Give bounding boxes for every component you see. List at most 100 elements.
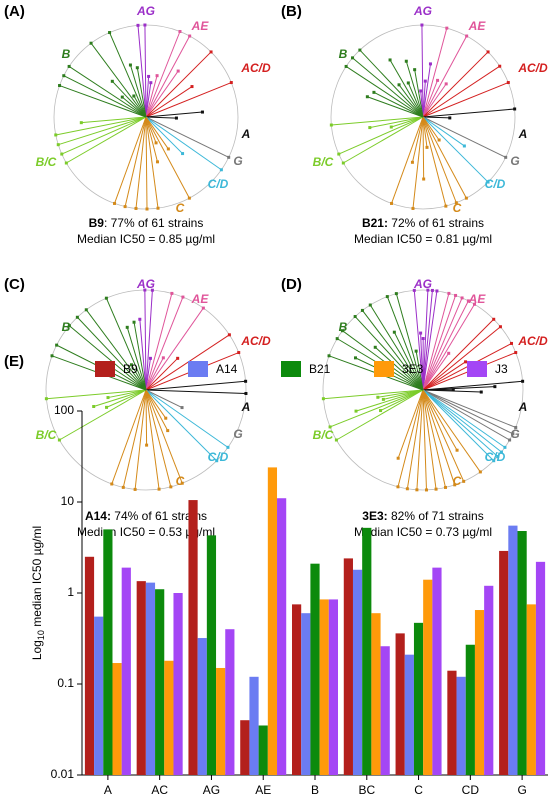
spoke-end <box>353 356 357 360</box>
spoke <box>422 389 482 393</box>
spoke <box>122 389 147 488</box>
spoke-end <box>227 333 231 337</box>
spoke <box>422 353 450 391</box>
spoke-end <box>462 144 466 148</box>
x-tick-label: AC <box>151 783 168 797</box>
spoke-end <box>187 196 191 200</box>
spoke <box>58 116 147 146</box>
spoke-end <box>437 138 441 142</box>
spoke-end <box>392 330 396 334</box>
spoke <box>415 351 424 391</box>
spoke-end <box>161 356 165 360</box>
spoke <box>81 116 147 124</box>
bar <box>535 561 546 775</box>
spoke-end <box>492 459 496 463</box>
spoke-end <box>169 485 173 489</box>
y-axis-label: Log10 median IC50 µg/ml <box>30 526 46 660</box>
spoke-end <box>368 303 372 307</box>
spoke-end <box>499 450 503 454</box>
bar <box>352 569 363 775</box>
spoke <box>145 389 169 431</box>
spoke-end <box>113 201 117 205</box>
spoke <box>422 35 468 118</box>
spoke-end <box>365 95 369 99</box>
spoke <box>145 116 148 209</box>
clade-label: G <box>233 427 242 441</box>
spoke <box>145 389 183 409</box>
clade-label: A <box>518 127 528 141</box>
bar <box>465 644 475 775</box>
spoke-end <box>58 84 62 88</box>
bar <box>240 720 250 775</box>
spoke <box>359 49 424 118</box>
spoke-end <box>188 34 192 38</box>
spoke-end <box>503 445 507 449</box>
spoke <box>422 116 457 203</box>
panel-label: (D) <box>281 276 302 293</box>
clade-label: AC/D <box>517 334 548 348</box>
spoke <box>145 389 229 448</box>
spoke <box>422 116 467 199</box>
bar <box>94 616 104 775</box>
spoke <box>145 116 169 150</box>
spoke <box>422 116 465 147</box>
spoke <box>59 85 147 118</box>
spoke-end <box>215 459 219 463</box>
spoke <box>145 389 246 394</box>
spoke-end <box>397 83 401 87</box>
spoke-end <box>181 295 185 299</box>
x-tick-label: BC <box>358 783 375 797</box>
spoke <box>145 116 158 162</box>
spoke-end <box>67 324 71 328</box>
clade-label: B <box>339 47 348 61</box>
spoke <box>380 389 424 412</box>
spoke-end <box>155 74 159 78</box>
spoke <box>422 290 429 391</box>
spoke-end <box>120 95 124 99</box>
bar <box>328 599 338 775</box>
spoke-end <box>64 161 68 165</box>
spoke <box>111 80 147 118</box>
clade-label: C <box>453 474 462 488</box>
x-tick-label: G <box>517 783 526 797</box>
spoke-end <box>358 48 362 52</box>
spoke-end <box>486 50 490 54</box>
caption: 3E3: 82% of 71 strains <box>362 509 483 523</box>
spoke <box>422 389 495 462</box>
spoke-end <box>414 349 418 353</box>
spoke <box>422 293 450 391</box>
spoke <box>422 389 465 482</box>
bar <box>155 589 165 775</box>
spoke <box>422 63 431 118</box>
bar <box>145 582 156 775</box>
spoke-end <box>190 85 194 89</box>
spoke <box>422 28 448 118</box>
clade-label: AG <box>136 4 155 18</box>
spoke <box>145 51 212 118</box>
spoke <box>145 389 218 462</box>
legend-label: B21 <box>309 362 331 376</box>
clade-label: AC/D <box>240 61 271 75</box>
spoke <box>145 389 148 446</box>
spoke <box>405 61 424 118</box>
spoke-end <box>405 487 409 491</box>
radial-circle <box>322 289 524 491</box>
spoke <box>145 358 151 391</box>
spoke <box>397 389 424 487</box>
spoke-end <box>464 196 468 200</box>
spoke-end <box>201 306 205 310</box>
spoke-end <box>394 292 398 296</box>
bar <box>423 579 433 775</box>
spoke <box>422 65 500 118</box>
spoke <box>422 326 501 391</box>
spoke <box>145 307 204 391</box>
spoke-end <box>514 425 518 429</box>
spoke <box>422 389 427 490</box>
clade-label: AE <box>468 292 487 306</box>
spoke <box>422 380 523 391</box>
spoke-end <box>373 345 377 349</box>
spoke <box>421 25 424 118</box>
bar <box>173 593 183 775</box>
spoke-end <box>492 317 496 321</box>
y-tick-label: 0.1 <box>57 676 74 690</box>
